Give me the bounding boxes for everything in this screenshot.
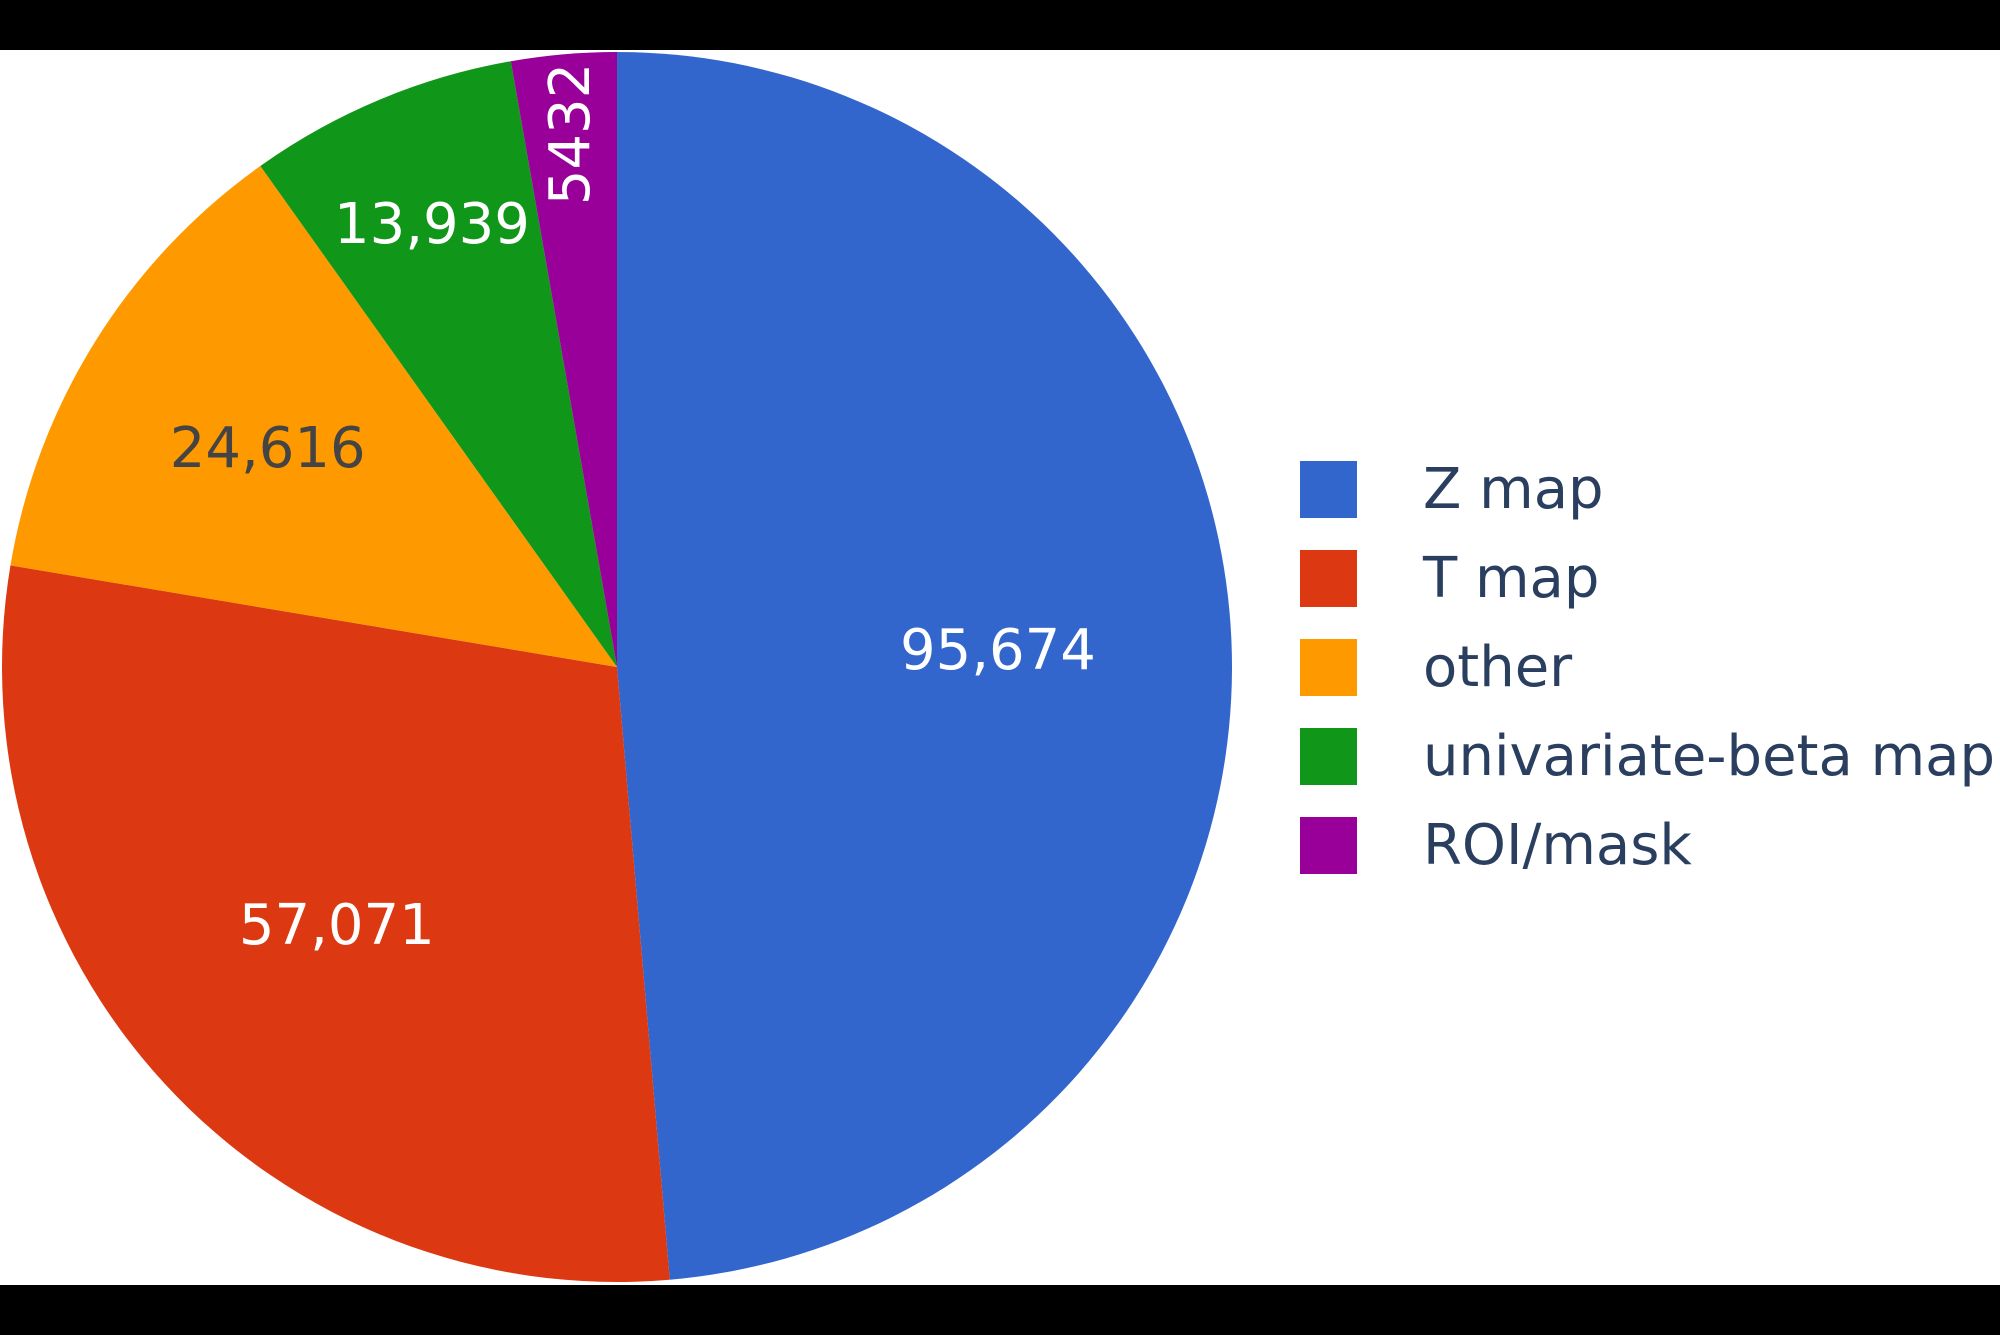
legend-label: other xyxy=(1423,635,1573,700)
legend-label: univariate-beta map xyxy=(1423,724,1995,789)
legend-swatch xyxy=(1300,639,1357,696)
slice-value-label: 57,071 xyxy=(239,893,435,958)
legend-item[interactable]: T map xyxy=(1300,546,1599,611)
legend-item[interactable]: ROI/mask xyxy=(1300,813,1692,878)
pie-slice-z-map[interactable] xyxy=(617,52,1233,1280)
legend-label: Z map xyxy=(1423,457,1604,522)
pie-slice-other[interactable] xyxy=(10,165,617,668)
slice-value-label: 95,674 xyxy=(900,618,1096,683)
legend-label: T map xyxy=(1422,546,1599,611)
legend-item[interactable]: other xyxy=(1300,635,1573,700)
legend: Z map T map other univariate-beta map ROI/ma… xyxy=(1300,457,1995,878)
bottom-black-band xyxy=(0,1285,2000,1335)
legend-swatch xyxy=(1300,550,1357,607)
pie-slice-univariate-beta-map[interactable] xyxy=(260,61,617,668)
pie-slice-roi-mask[interactable] xyxy=(510,52,617,667)
legend-item[interactable]: univariate-beta map xyxy=(1300,724,1995,789)
slice-value-label: 24,616 xyxy=(170,416,366,481)
legend-swatch xyxy=(1300,728,1357,785)
slice-value-label: 13,939 xyxy=(334,192,530,257)
slice-value-label: 5432 xyxy=(538,63,603,206)
pie-slice-t-map[interactable] xyxy=(1,565,670,1282)
legend-label: ROI/mask xyxy=(1423,813,1692,878)
top-black-band xyxy=(0,0,2000,50)
pie-slices xyxy=(1,52,1233,1282)
legend-swatch xyxy=(1300,461,1357,518)
legend-swatch xyxy=(1300,817,1357,874)
legend-item[interactable]: Z map xyxy=(1300,457,1604,522)
